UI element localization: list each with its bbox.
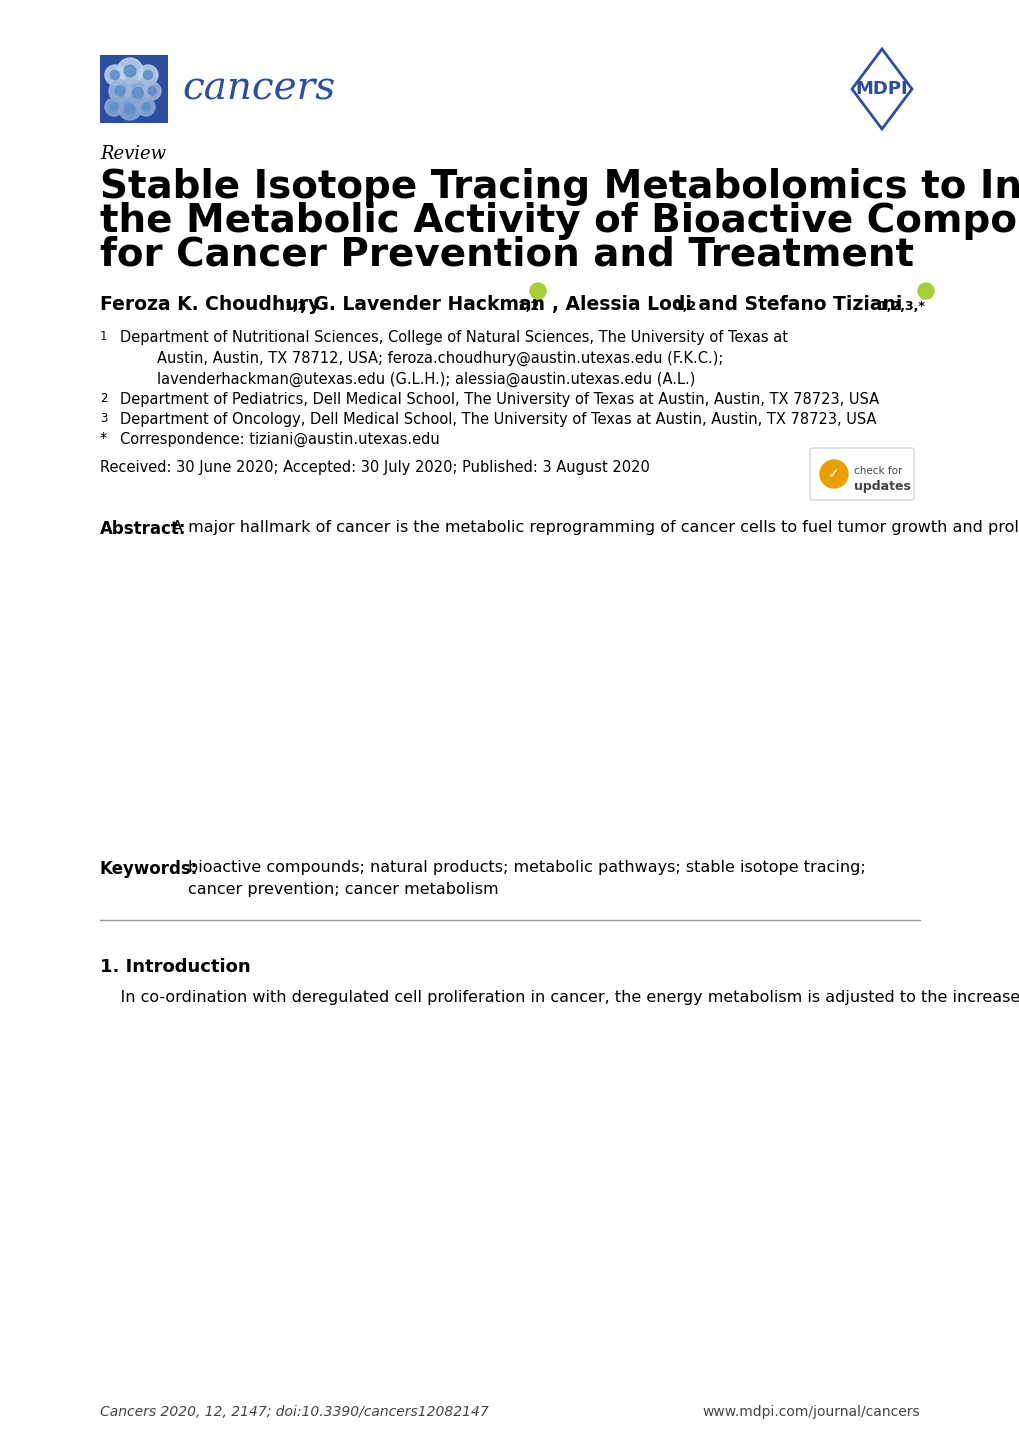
Circle shape [142, 102, 150, 111]
Text: , G. Lavender Hackman: , G. Lavender Hackman [300, 296, 544, 314]
Text: 1,2,3,*: 1,2,3,* [878, 300, 925, 313]
Text: 1,2: 1,2 [518, 300, 540, 313]
FancyBboxPatch shape [100, 55, 168, 123]
Circle shape [138, 65, 158, 85]
Text: Department of Nutritional Sciences, College of Natural Sciences, The University : Department of Nutritional Sciences, Coll… [120, 330, 788, 388]
Circle shape [144, 71, 153, 79]
Circle shape [530, 283, 545, 298]
Text: A major hallmark of cancer is the metabolic reprogramming of cancer cells to fue: A major hallmark of cancer is the metabo… [172, 521, 1019, 535]
Text: 1,2: 1,2 [284, 300, 307, 313]
Text: Stable Isotope Tracing Metabolomics to Investigate: Stable Isotope Tracing Metabolomics to I… [100, 169, 1019, 206]
Text: Keywords:: Keywords: [100, 859, 198, 878]
Text: check for: check for [853, 466, 902, 476]
Circle shape [819, 460, 847, 487]
Circle shape [105, 98, 123, 115]
Circle shape [110, 102, 118, 111]
Text: Cancers 2020, 12, 2147; doi:10.3390/cancers12082147: Cancers 2020, 12, 2147; doi:10.3390/canc… [100, 1405, 488, 1419]
Text: updates: updates [853, 480, 910, 493]
Text: bioactive compounds; natural products; metabolic pathways; stable isotope tracin: bioactive compounds; natural products; m… [187, 859, 865, 897]
Text: 3: 3 [100, 412, 107, 425]
Text: the Metabolic Activity of Bioactive Compounds: the Metabolic Activity of Bioactive Comp… [100, 202, 1019, 239]
Text: iD: iD [920, 287, 930, 296]
Text: Correspondence: tiziani@austin.utexas.edu: Correspondence: tiziani@austin.utexas.ed… [120, 433, 439, 447]
Circle shape [115, 87, 125, 97]
Text: Review: Review [100, 146, 166, 163]
Circle shape [105, 65, 125, 85]
Text: Department of Pediatrics, Dell Medical School, The University of Texas at Austin: Department of Pediatrics, Dell Medical S… [120, 392, 878, 407]
Text: , Alessia Lodi: , Alessia Lodi [551, 296, 691, 314]
Text: 1. Introduction: 1. Introduction [100, 957, 251, 976]
Circle shape [119, 98, 141, 120]
Text: Department of Oncology, Dell Medical School, The University of Texas at Austin, : Department of Oncology, Dell Medical Sch… [120, 412, 875, 427]
Circle shape [137, 98, 155, 115]
Circle shape [917, 283, 933, 298]
Text: Feroza K. Choudhury: Feroza K. Choudhury [100, 296, 320, 314]
Text: cancers: cancers [181, 71, 335, 108]
Text: *: * [100, 433, 107, 447]
Circle shape [143, 82, 161, 99]
Text: iD: iD [533, 287, 542, 296]
Text: 2: 2 [100, 392, 107, 405]
Text: 1,2: 1,2 [675, 300, 697, 313]
Text: Abstract:: Abstract: [100, 521, 186, 538]
Circle shape [124, 65, 136, 76]
FancyBboxPatch shape [809, 448, 913, 500]
Circle shape [132, 88, 144, 98]
Circle shape [117, 58, 143, 84]
Text: www.mdpi.com/journal/cancers: www.mdpi.com/journal/cancers [702, 1405, 919, 1419]
Text: 1: 1 [100, 330, 107, 343]
Circle shape [148, 87, 156, 95]
Text: ✓: ✓ [827, 467, 839, 482]
Text: for Cancer Prevention and Treatment: for Cancer Prevention and Treatment [100, 236, 913, 274]
Circle shape [109, 79, 130, 102]
Circle shape [110, 71, 119, 79]
Circle shape [125, 104, 135, 114]
Text: Received: 30 June 2020; Accepted: 30 July 2020; Published: 3 August 2020: Received: 30 June 2020; Accepted: 30 Jul… [100, 460, 649, 474]
Text: MDPI: MDPI [855, 79, 908, 98]
Circle shape [126, 81, 150, 105]
Text: In co-ordination with deregulated cell proliferation in cancer, the energy metab: In co-ordination with deregulated cell p… [100, 991, 1019, 1005]
Text: and Stefano Tiziani: and Stefano Tiziani [691, 296, 902, 314]
